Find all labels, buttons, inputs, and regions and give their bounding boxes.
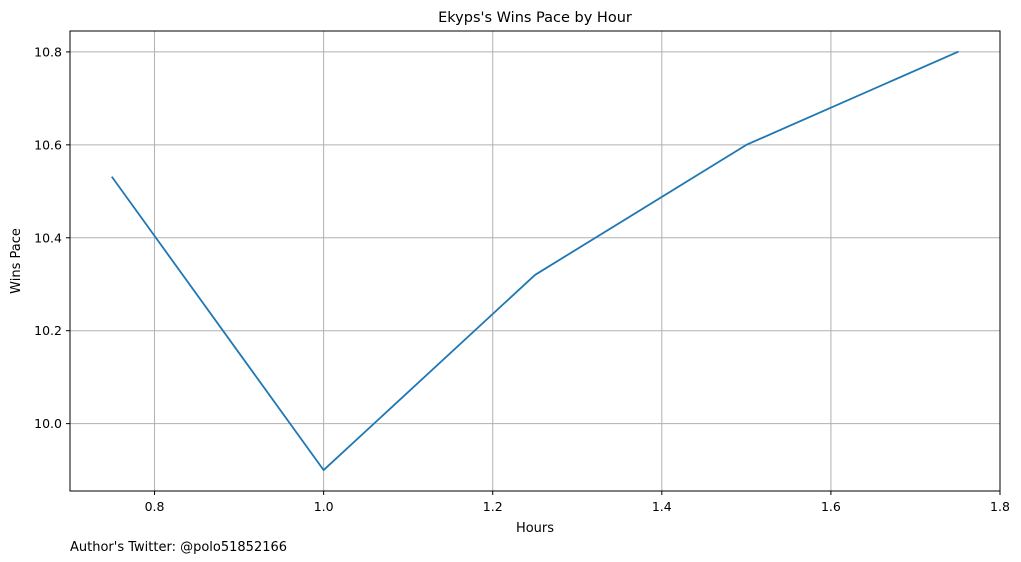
y-tick-label: 10.2 bbox=[34, 323, 62, 338]
plot-frame bbox=[69, 30, 1001, 492]
x-axis-ticks: 0.8 1.0 1.2 1.4 1.6 1.8 bbox=[145, 491, 1010, 514]
y-tick-label: 10.4 bbox=[34, 230, 62, 245]
x-tick-label: 1.0 bbox=[314, 499, 334, 514]
x-tick-label: 1.4 bbox=[652, 499, 672, 514]
y-axis-ticks: 10.0 10.2 10.4 10.6 10.8 bbox=[34, 44, 70, 431]
y-axis-label: Wins Pace bbox=[9, 228, 24, 294]
y-tick-label: 10.8 bbox=[34, 44, 62, 59]
chart-title: Ekyps's Wins Pace by Hour bbox=[438, 10, 632, 26]
x-tick-label: 1.8 bbox=[990, 499, 1010, 514]
series-layer bbox=[111, 50, 959, 471]
x-axis-label: Hours bbox=[516, 521, 554, 536]
y-tick-label: 10.6 bbox=[34, 137, 62, 152]
x-tick-label: 1.2 bbox=[483, 499, 503, 514]
author-twitter-footer: Author's Twitter: @polo51852166 bbox=[70, 540, 287, 555]
x-tick-label: 0.8 bbox=[145, 499, 165, 514]
y-tick-label: 10.0 bbox=[34, 416, 62, 431]
x-tick-label: 1.6 bbox=[821, 499, 841, 514]
